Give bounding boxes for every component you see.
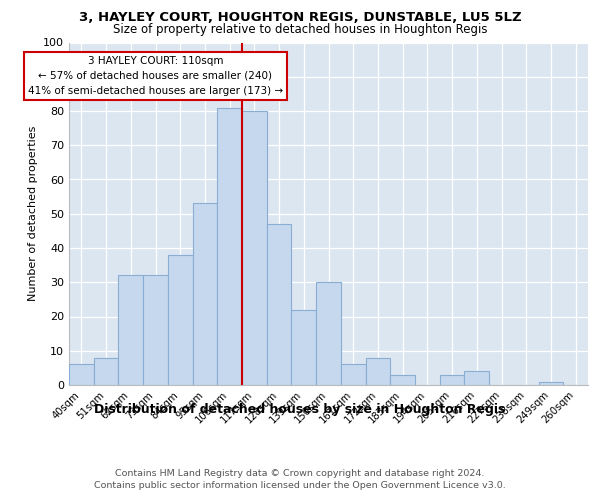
- Bar: [168, 255, 193, 385]
- Bar: [440, 374, 464, 385]
- Text: Contains public sector information licensed under the Open Government Licence v3: Contains public sector information licen…: [94, 481, 506, 490]
- Bar: [341, 364, 365, 385]
- Bar: [69, 364, 94, 385]
- Bar: [94, 358, 118, 385]
- Bar: [242, 111, 267, 385]
- Bar: [539, 382, 563, 385]
- Bar: [217, 108, 242, 385]
- Text: Distribution of detached houses by size in Houghton Regis: Distribution of detached houses by size …: [94, 402, 506, 415]
- Bar: [390, 374, 415, 385]
- Text: Size of property relative to detached houses in Houghton Regis: Size of property relative to detached ho…: [113, 22, 487, 36]
- Text: Contains HM Land Registry data © Crown copyright and database right 2024.: Contains HM Land Registry data © Crown c…: [115, 469, 485, 478]
- Bar: [464, 372, 489, 385]
- Bar: [193, 204, 217, 385]
- Y-axis label: Number of detached properties: Number of detached properties: [28, 126, 38, 302]
- Bar: [316, 282, 341, 385]
- Bar: [267, 224, 292, 385]
- Text: 3, HAYLEY COURT, HOUGHTON REGIS, DUNSTABLE, LU5 5LZ: 3, HAYLEY COURT, HOUGHTON REGIS, DUNSTAB…: [79, 11, 521, 24]
- Text: 3 HAYLEY COURT: 110sqm
← 57% of detached houses are smaller (240)
41% of semi-de: 3 HAYLEY COURT: 110sqm ← 57% of detached…: [28, 56, 283, 96]
- Bar: [292, 310, 316, 385]
- Bar: [365, 358, 390, 385]
- Bar: [118, 276, 143, 385]
- Bar: [143, 276, 168, 385]
